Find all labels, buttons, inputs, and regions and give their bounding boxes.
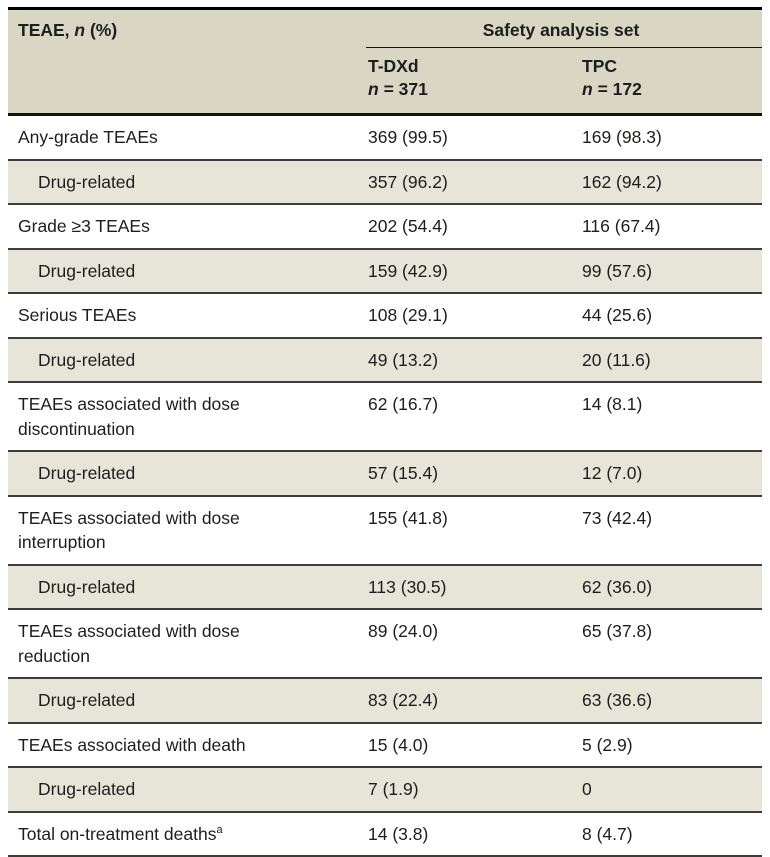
tdxd-value: 369 (99.5) [360, 113, 574, 160]
row-drug-related: Drug-related 357 (96.2) 162 (94.2) [8, 158, 762, 205]
row-label: Drug-related [8, 450, 360, 496]
tpc-value: 116 (67.4) [574, 203, 762, 249]
row-label: Any-grade TEAEs [8, 113, 360, 160]
tdxd-value: 113 (30.5) [360, 563, 574, 610]
group-header-rule [366, 46, 762, 48]
group-header-row: TEAE, n (%) Safety analysis set [8, 8, 762, 115]
column-name: TPC [582, 56, 617, 76]
row-drug-related: Drug-related 113 (30.5) 62 (36.0) [8, 563, 762, 610]
tdxd-value: 155 (41.8) [360, 494, 574, 565]
row-grade-ge3-teaes: Grade ≥3 TEAEs 202 (54.4) 116 (67.4) [8, 203, 762, 249]
tdxd-value: 89 (24.0) [360, 608, 574, 679]
table-header: TEAE, n (%) Safety analysis set T-DXd n =… [8, 8, 762, 115]
row-drug-related: Drug-related 159 (42.9) 99 (57.6) [8, 247, 762, 294]
tpc-value: 8 (4.7) [574, 810, 762, 857]
row-label: TEAEs associated with dose reduction [8, 608, 360, 679]
row-label: Grade ≥3 TEAEs [8, 203, 360, 249]
tpc-value: 99 (57.6) [574, 247, 762, 294]
row-drug-related: Drug-related 57 (15.4) 12 (7.0) [8, 450, 762, 496]
table-body: Any-grade TEAEs 369 (99.5) 169 (98.3) Dr… [8, 113, 762, 857]
tpc-value: 14 (8.1) [574, 381, 762, 452]
group-header-label: Safety analysis set [482, 20, 640, 40]
tdxd-value: 49 (13.2) [360, 336, 574, 383]
row-label: Drug-related [8, 247, 360, 294]
footnote-marker: a [216, 823, 223, 836]
tpc-value: 73 (42.4) [574, 494, 762, 565]
row-label: Drug-related [8, 677, 360, 723]
row-any-grade-teaes: Any-grade TEAEs 369 (99.5) 169 (98.3) [8, 113, 762, 160]
tdxd-value: 7 (1.9) [360, 766, 574, 812]
row-drug-related: Drug-related 7 (1.9) 0 [8, 766, 762, 812]
tpc-value: 5 (2.9) [574, 721, 762, 768]
column-n-value: = 172 [592, 79, 642, 100]
tdxd-value: 159 (42.9) [360, 247, 574, 294]
column-n-italic: n [368, 79, 379, 100]
row-label: TEAEs associated with death [8, 721, 360, 768]
tdxd-value: 357 (96.2) [360, 158, 574, 205]
column-n-italic: n [582, 79, 593, 100]
row-label: Drug-related [8, 563, 360, 610]
teae-table: TEAE, n (%) Safety analysis set T-DXd n =… [8, 7, 762, 857]
row-header-suffix: (%) [85, 20, 118, 40]
page: TEAE, n (%) Safety analysis set T-DXd n =… [8, 7, 762, 857]
row-label: Drug-related [8, 766, 360, 812]
row-teaes-dose-reduction: TEAEs associated with dose reduction 89 … [8, 608, 762, 679]
group-header-cell: Safety analysis set [360, 8, 762, 48]
row-label: Total on-treatment deathsa [8, 810, 360, 857]
column-n-value: = 371 [378, 79, 428, 100]
row-label: Drug-related [8, 158, 360, 205]
row-label-text: Total on-treatment deaths [18, 823, 217, 844]
row-label: TEAEs associated with dose interruption [8, 494, 360, 565]
tpc-value: 20 (11.6) [574, 336, 762, 383]
row-header-n-italic: n [74, 20, 86, 40]
row-header-title: TEAE, n (%) [8, 8, 360, 115]
row-serious-teaes: Serious TEAEs 108 (29.1) 44 (25.6) [8, 292, 762, 338]
row-teaes-dose-discontinuation: TEAEs associated with dose discontinuati… [8, 381, 762, 452]
tdxd-value: 108 (29.1) [360, 292, 574, 338]
tpc-value: 65 (37.8) [574, 608, 762, 679]
column-header-row: T-DXd n = 371 TPC n = 172 [8, 48, 762, 115]
tdxd-value: 14 (3.8) [360, 810, 574, 857]
row-total-on-treatment-deaths: Total on-treatment deathsa 14 (3.8) 8 (4… [8, 810, 762, 857]
tdxd-value: 202 (54.4) [360, 203, 574, 249]
tpc-value: 63 (36.6) [574, 677, 762, 723]
row-teaes-death: TEAEs associated with death 15 (4.0) 5 (… [8, 721, 762, 768]
tdxd-value: 62 (16.7) [360, 381, 574, 452]
row-label: TEAEs associated with dose discontinuati… [8, 381, 360, 452]
tpc-value: 162 (94.2) [574, 158, 762, 205]
tpc-value: 12 (7.0) [574, 450, 762, 496]
tpc-value: 44 (25.6) [574, 292, 762, 338]
tdxd-value: 15 (4.0) [360, 721, 574, 768]
column-header-tdxd: T-DXd n = 371 [360, 48, 574, 115]
tpc-value: 62 (36.0) [574, 563, 762, 610]
column-name: T-DXd [368, 56, 419, 76]
tpc-value: 0 [574, 766, 762, 812]
row-label: Serious TEAEs [8, 292, 360, 338]
tdxd-value: 83 (22.4) [360, 677, 574, 723]
row-drug-related: Drug-related 83 (22.4) 63 (36.6) [8, 677, 762, 723]
row-label: Drug-related [8, 336, 360, 383]
tdxd-value: 57 (15.4) [360, 450, 574, 496]
row-teaes-dose-interruption: TEAEs associated with dose interruption … [8, 494, 762, 565]
column-header-tpc: TPC n = 172 [574, 48, 762, 115]
row-header-prefix: TEAE, [18, 20, 75, 40]
row-drug-related: Drug-related 49 (13.2) 20 (11.6) [8, 336, 762, 383]
tpc-value: 169 (98.3) [574, 113, 762, 160]
